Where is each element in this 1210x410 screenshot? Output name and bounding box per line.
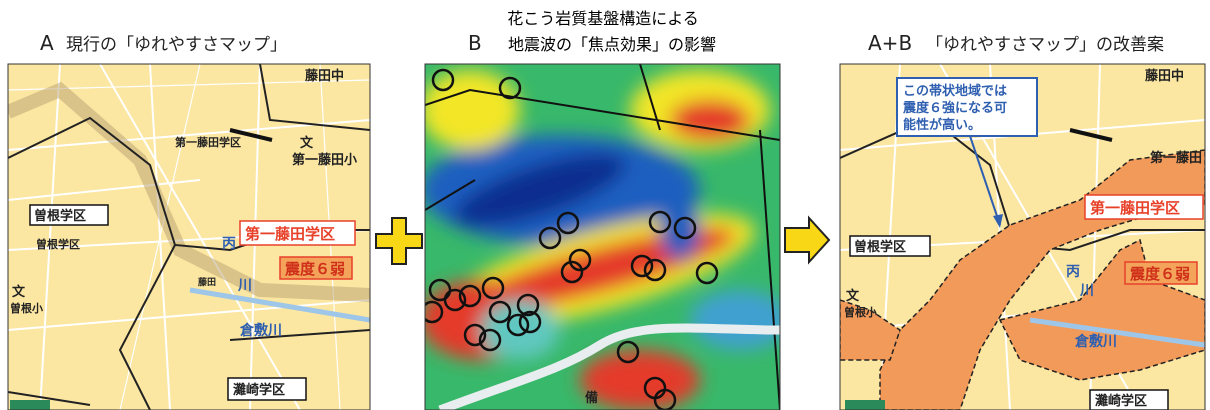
map-label: 藤田 [198,276,216,288]
map-label: 丙 [1066,264,1080,280]
map-label: 第一藤田学区 [245,225,335,243]
arrow [785,218,829,262]
map-label: 川 [237,278,252,294]
map-label: 第一藤田学区 [1090,199,1180,217]
map-a: 藤田中 第一藤田学区 文 第一藤田小 曽根学区 曽根学区 第一藤田学区 丙 川 … [8,64,370,410]
map-label: 第一藤田小 [292,152,357,168]
map-label: 文 [846,288,860,304]
map-label: 灘崎学区 [1095,393,1147,409]
panel-title-line: 花こう岩質基盤構造による [507,9,699,28]
map-label: 備 [585,390,598,406]
map-label: 丙 [222,236,236,252]
panel-title-line: 地震波の「焦点効果」の影響 [508,35,716,54]
map-label: 文 [300,135,314,151]
callout-line: この帯状地域では [903,83,1007,99]
callout-line: 能性が高い。 [903,117,981,133]
map-label: 曽根学区 [34,208,86,224]
plus-sign [376,218,422,264]
map-label: 曽根小 [844,305,877,319]
map-label: 第一藤田学区 [175,135,241,149]
figure: A 現行の「ゆれやすさマップ」 B 花こう岩質基盤構造による 地震波の「焦点効果… [0,0,1210,410]
map-label: 藤田中 [305,68,344,84]
callout-line: 震度６強になる可 [902,100,1007,116]
panel-title: 現行の「ゆれやすさマップ」 [66,35,287,55]
map-label: 倉敷川 [239,322,282,339]
map-label: 震度６弱 [1130,265,1190,283]
panel-letter: A [40,31,54,55]
map-label: 震度６弱 [285,260,345,278]
map-c: 藤田中 第一藤田 第一藤田学区 曽根学区 丙 川 震度６弱 文 曽根小 倉敷川 … [840,64,1205,410]
map-label: 曽根小 [10,301,43,315]
map-label: 灘崎学区 [233,382,285,398]
map-label: 第一藤田 [1150,150,1202,166]
panel-title: 「ゆれやすさマップ」の改善案 [926,35,1164,55]
panel-letter: A+B [868,31,912,55]
panel-letter: B [468,31,482,55]
map-b: 備 [420,64,790,410]
map-label: 文 [12,284,26,300]
map-label: 曽根学区 [36,237,80,251]
map-label: 藤田中 [1145,68,1184,84]
map-label: 曽根学区 [854,239,906,255]
map-label: 倉敷川 [1074,333,1117,350]
map-label: 川 [1079,283,1094,299]
